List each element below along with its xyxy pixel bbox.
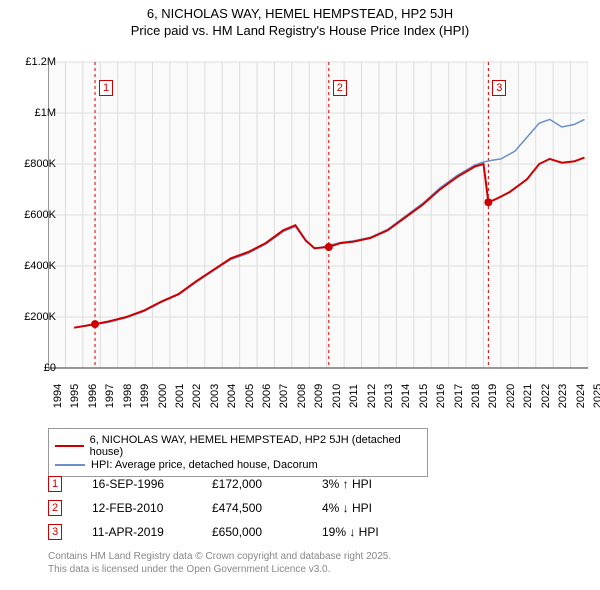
x-tick-label: 1996 <box>87 384 99 408</box>
legend-box: 6, NICHOLAS WAY, HEMEL HEMPSTEAD, HP2 5J… <box>48 428 428 477</box>
row-marker-3: 3 <box>48 524 62 540</box>
x-tick-label: 2021 <box>522 384 534 408</box>
title-block: 6, NICHOLAS WAY, HEMEL HEMPSTEAD, HP2 5J… <box>0 0 600 38</box>
x-tick-label: 2005 <box>244 384 256 408</box>
x-tick-label: 2020 <box>505 384 517 408</box>
x-tick-label: 2007 <box>278 384 290 408</box>
x-tick-label: 2016 <box>435 384 447 408</box>
table-row: 1 16-SEP-1996 £172,000 3% ↑ HPI <box>48 472 442 496</box>
title-subtitle: Price paid vs. HM Land Registry's House … <box>0 23 600 38</box>
x-tick-label: 2025 <box>592 384 600 408</box>
y-tick-label: £1M <box>10 107 56 119</box>
x-tick-label: 2008 <box>296 384 308 408</box>
x-tick-label: 2000 <box>157 384 169 408</box>
row-marker-1: 1 <box>48 476 62 492</box>
x-tick-label: 2003 <box>209 384 221 408</box>
row-pct: 3% ↑ HPI <box>322 477 442 491</box>
x-tick-label: 2013 <box>383 384 395 408</box>
legend-row-hpi: HPI: Average price, detached house, Daco… <box>55 459 421 471</box>
legend-row-property: 6, NICHOLAS WAY, HEMEL HEMPSTEAD, HP2 5J… <box>55 434 421 458</box>
x-tick-label: 2011 <box>348 384 360 408</box>
x-tick-label: 2009 <box>313 384 325 408</box>
x-tick-label: 2023 <box>557 384 569 408</box>
row-marker-2: 2 <box>48 500 62 516</box>
y-tick-label: £800K <box>10 158 56 170</box>
x-tick-label: 2022 <box>540 384 552 408</box>
y-tick-label: £1.2M <box>10 56 56 68</box>
chart-area <box>48 50 588 390</box>
transaction-table: 1 16-SEP-1996 £172,000 3% ↑ HPI 2 12-FEB… <box>48 472 442 544</box>
row-pct: 19% ↓ HPI <box>322 525 442 539</box>
x-tick-label: 2012 <box>366 384 378 408</box>
x-tick-label: 1999 <box>139 384 151 408</box>
x-tick-label: 2019 <box>487 384 499 408</box>
legend-label-hpi: HPI: Average price, detached house, Daco… <box>91 459 318 471</box>
table-row: 3 11-APR-2019 £650,000 19% ↓ HPI <box>48 520 442 544</box>
y-tick-label: £400K <box>10 260 56 272</box>
y-tick-label: £0 <box>10 362 56 374</box>
chart-container: 6, NICHOLAS WAY, HEMEL HEMPSTEAD, HP2 5J… <box>0 0 600 590</box>
title-address: 6, NICHOLAS WAY, HEMEL HEMPSTEAD, HP2 5J… <box>0 6 600 21</box>
row-pct: 4% ↓ HPI <box>322 501 442 515</box>
footer: Contains HM Land Registry data © Crown c… <box>48 550 391 576</box>
x-tick-label: 2001 <box>174 384 186 408</box>
x-tick-label: 1995 <box>69 384 81 408</box>
row-price: £474,500 <box>212 501 322 515</box>
row-price: £650,000 <box>212 525 322 539</box>
row-date: 11-APR-2019 <box>92 525 212 539</box>
legend-swatch-hpi <box>55 464 85 466</box>
x-tick-label: 2017 <box>453 384 465 408</box>
x-tick-label: 2024 <box>575 384 587 408</box>
y-tick-label: £200K <box>10 311 56 323</box>
chart-svg <box>48 50 588 390</box>
legend-label-property: 6, NICHOLAS WAY, HEMEL HEMPSTEAD, HP2 5J… <box>90 434 421 458</box>
x-tick-label: 2006 <box>261 384 273 408</box>
x-tick-label: 2002 <box>191 384 203 408</box>
row-price: £172,000 <box>212 477 322 491</box>
row-date: 16-SEP-1996 <box>92 477 212 491</box>
footer-line2: This data is licensed under the Open Gov… <box>48 563 391 576</box>
table-row: 2 12-FEB-2010 £474,500 4% ↓ HPI <box>48 496 442 520</box>
x-tick-label: 2015 <box>418 384 430 408</box>
x-tick-label: 2004 <box>226 384 238 408</box>
row-date: 12-FEB-2010 <box>92 501 212 515</box>
sale-marker-2: 2 <box>333 80 347 96</box>
x-tick-label: 2014 <box>400 384 412 408</box>
x-tick-label: 1994 <box>52 384 64 408</box>
legend-swatch-property <box>55 445 84 447</box>
x-tick-label: 2018 <box>470 384 482 408</box>
x-tick-label: 2010 <box>331 384 343 408</box>
sale-marker-3: 3 <box>492 80 506 96</box>
x-tick-label: 1997 <box>104 384 116 408</box>
y-tick-label: £600K <box>10 209 56 221</box>
x-tick-label: 1998 <box>122 384 134 408</box>
footer-line1: Contains HM Land Registry data © Crown c… <box>48 550 391 563</box>
sale-marker-1: 1 <box>99 80 113 96</box>
